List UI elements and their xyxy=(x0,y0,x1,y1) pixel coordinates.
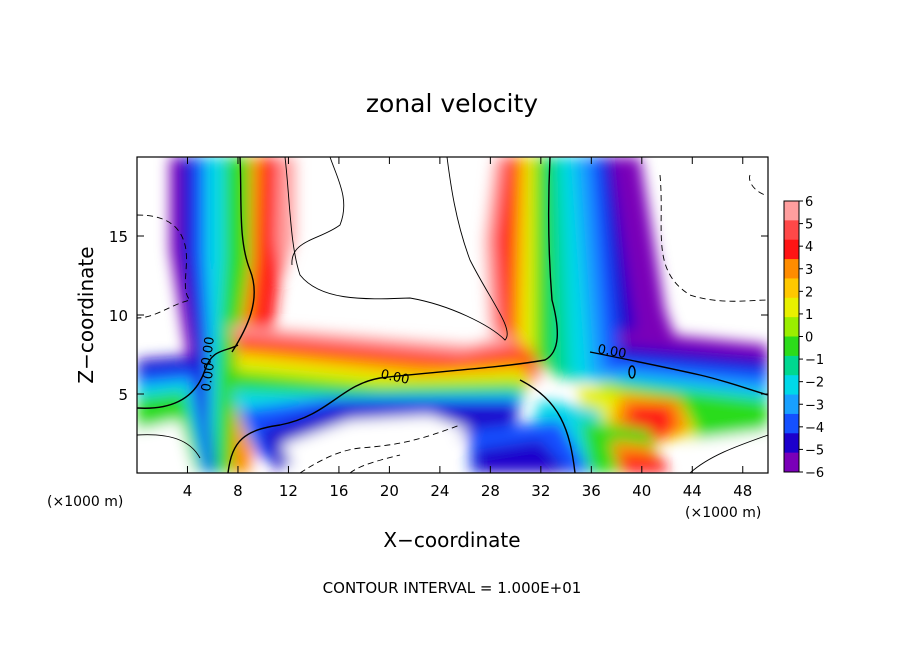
contour-label: 0.00 xyxy=(379,367,410,388)
x-unit-right: (×1000 m) xyxy=(685,505,761,521)
x-tick-label: 12 xyxy=(279,482,298,500)
colorbar-label: 4 xyxy=(805,240,813,255)
x-axis: 4 8 12 16 20 24 28 32 36 40 44 48 xyxy=(183,157,752,500)
colour-fill xyxy=(137,157,768,473)
colorbar-swatch xyxy=(784,394,799,415)
x-tick-label: 28 xyxy=(481,482,500,500)
contour-labels: 0.00 0.00 0.00 0.00 xyxy=(199,336,627,393)
contour-lines xyxy=(137,157,768,473)
y-axis-label: Z−coordinate xyxy=(74,246,98,383)
x-tick-label: 32 xyxy=(531,482,550,500)
colorbar-swatch xyxy=(784,201,799,221)
colorbar-label: 3 xyxy=(805,263,813,278)
x-tick-label: 16 xyxy=(329,482,348,500)
contour-label: 0.00 xyxy=(199,362,218,393)
colorbar-swatch xyxy=(784,336,799,357)
contour-interval-note: CONTOUR INTERVAL = 1.000E+01 xyxy=(323,579,582,597)
contour-label: 0.00 xyxy=(199,336,218,367)
colorbar-label: −4 xyxy=(805,421,824,436)
contour-label: 0.00 xyxy=(596,342,627,362)
colorbar-label: 0 xyxy=(805,331,813,346)
colorbar-swatch xyxy=(784,297,799,318)
colorbar-label: 6 xyxy=(805,195,813,210)
colorbar-swatch xyxy=(784,375,799,396)
y-tick-label: 15 xyxy=(109,228,128,246)
colorbar-swatch xyxy=(784,452,799,473)
x-tick-label: 4 xyxy=(183,482,193,500)
y-tick-label: 10 xyxy=(109,307,128,325)
velocity-field: 0.00 0.00 0.00 0.00 xyxy=(137,157,768,473)
colorbar-swatch xyxy=(784,413,799,434)
x-tick-label: 44 xyxy=(683,482,702,500)
colorbar-swatch xyxy=(784,259,799,279)
colorbar-swatch xyxy=(784,317,799,337)
colorbar-label: 2 xyxy=(805,285,813,300)
y-axis: 5 10 15 xyxy=(109,228,768,404)
x-tick-label: 20 xyxy=(380,482,399,500)
colorbar-swatch xyxy=(784,220,799,241)
x-axis-label: X−coordinate xyxy=(383,528,520,552)
x-unit-left: (×1000 m) xyxy=(47,494,123,510)
colorbar-label: 1 xyxy=(805,308,813,323)
colorbar: 6 5 4 3 2 1 0 −1 −2 −3 −4 −5 −6 xyxy=(783,195,824,481)
colorbar-swatch xyxy=(784,355,799,376)
chart-title: zonal velocity xyxy=(366,89,538,118)
colorbar-swatch xyxy=(784,239,799,260)
colorbar-label: −2 xyxy=(805,376,824,391)
contour-lines-thin xyxy=(137,157,768,473)
x-tick-label: 24 xyxy=(430,482,449,500)
colorbar-label: −5 xyxy=(805,443,824,458)
colorbar-swatch xyxy=(784,278,799,299)
x-tick-label: 40 xyxy=(632,482,651,500)
y-tick-label: 5 xyxy=(118,386,128,404)
x-tick-label: 48 xyxy=(733,482,752,500)
colorbar-label: 5 xyxy=(805,218,813,233)
contour-lines-dashed xyxy=(137,174,768,473)
plot-area: 0.00 0.00 0.00 0.00 xyxy=(136,156,769,474)
colorbar-label: −6 xyxy=(805,466,824,481)
colorbar-swatch xyxy=(784,433,799,454)
colorbar-label: −1 xyxy=(805,353,824,368)
x-tick-label: 8 xyxy=(233,482,243,500)
x-tick-label: 36 xyxy=(582,482,601,500)
colorbar-label: −3 xyxy=(805,398,824,413)
